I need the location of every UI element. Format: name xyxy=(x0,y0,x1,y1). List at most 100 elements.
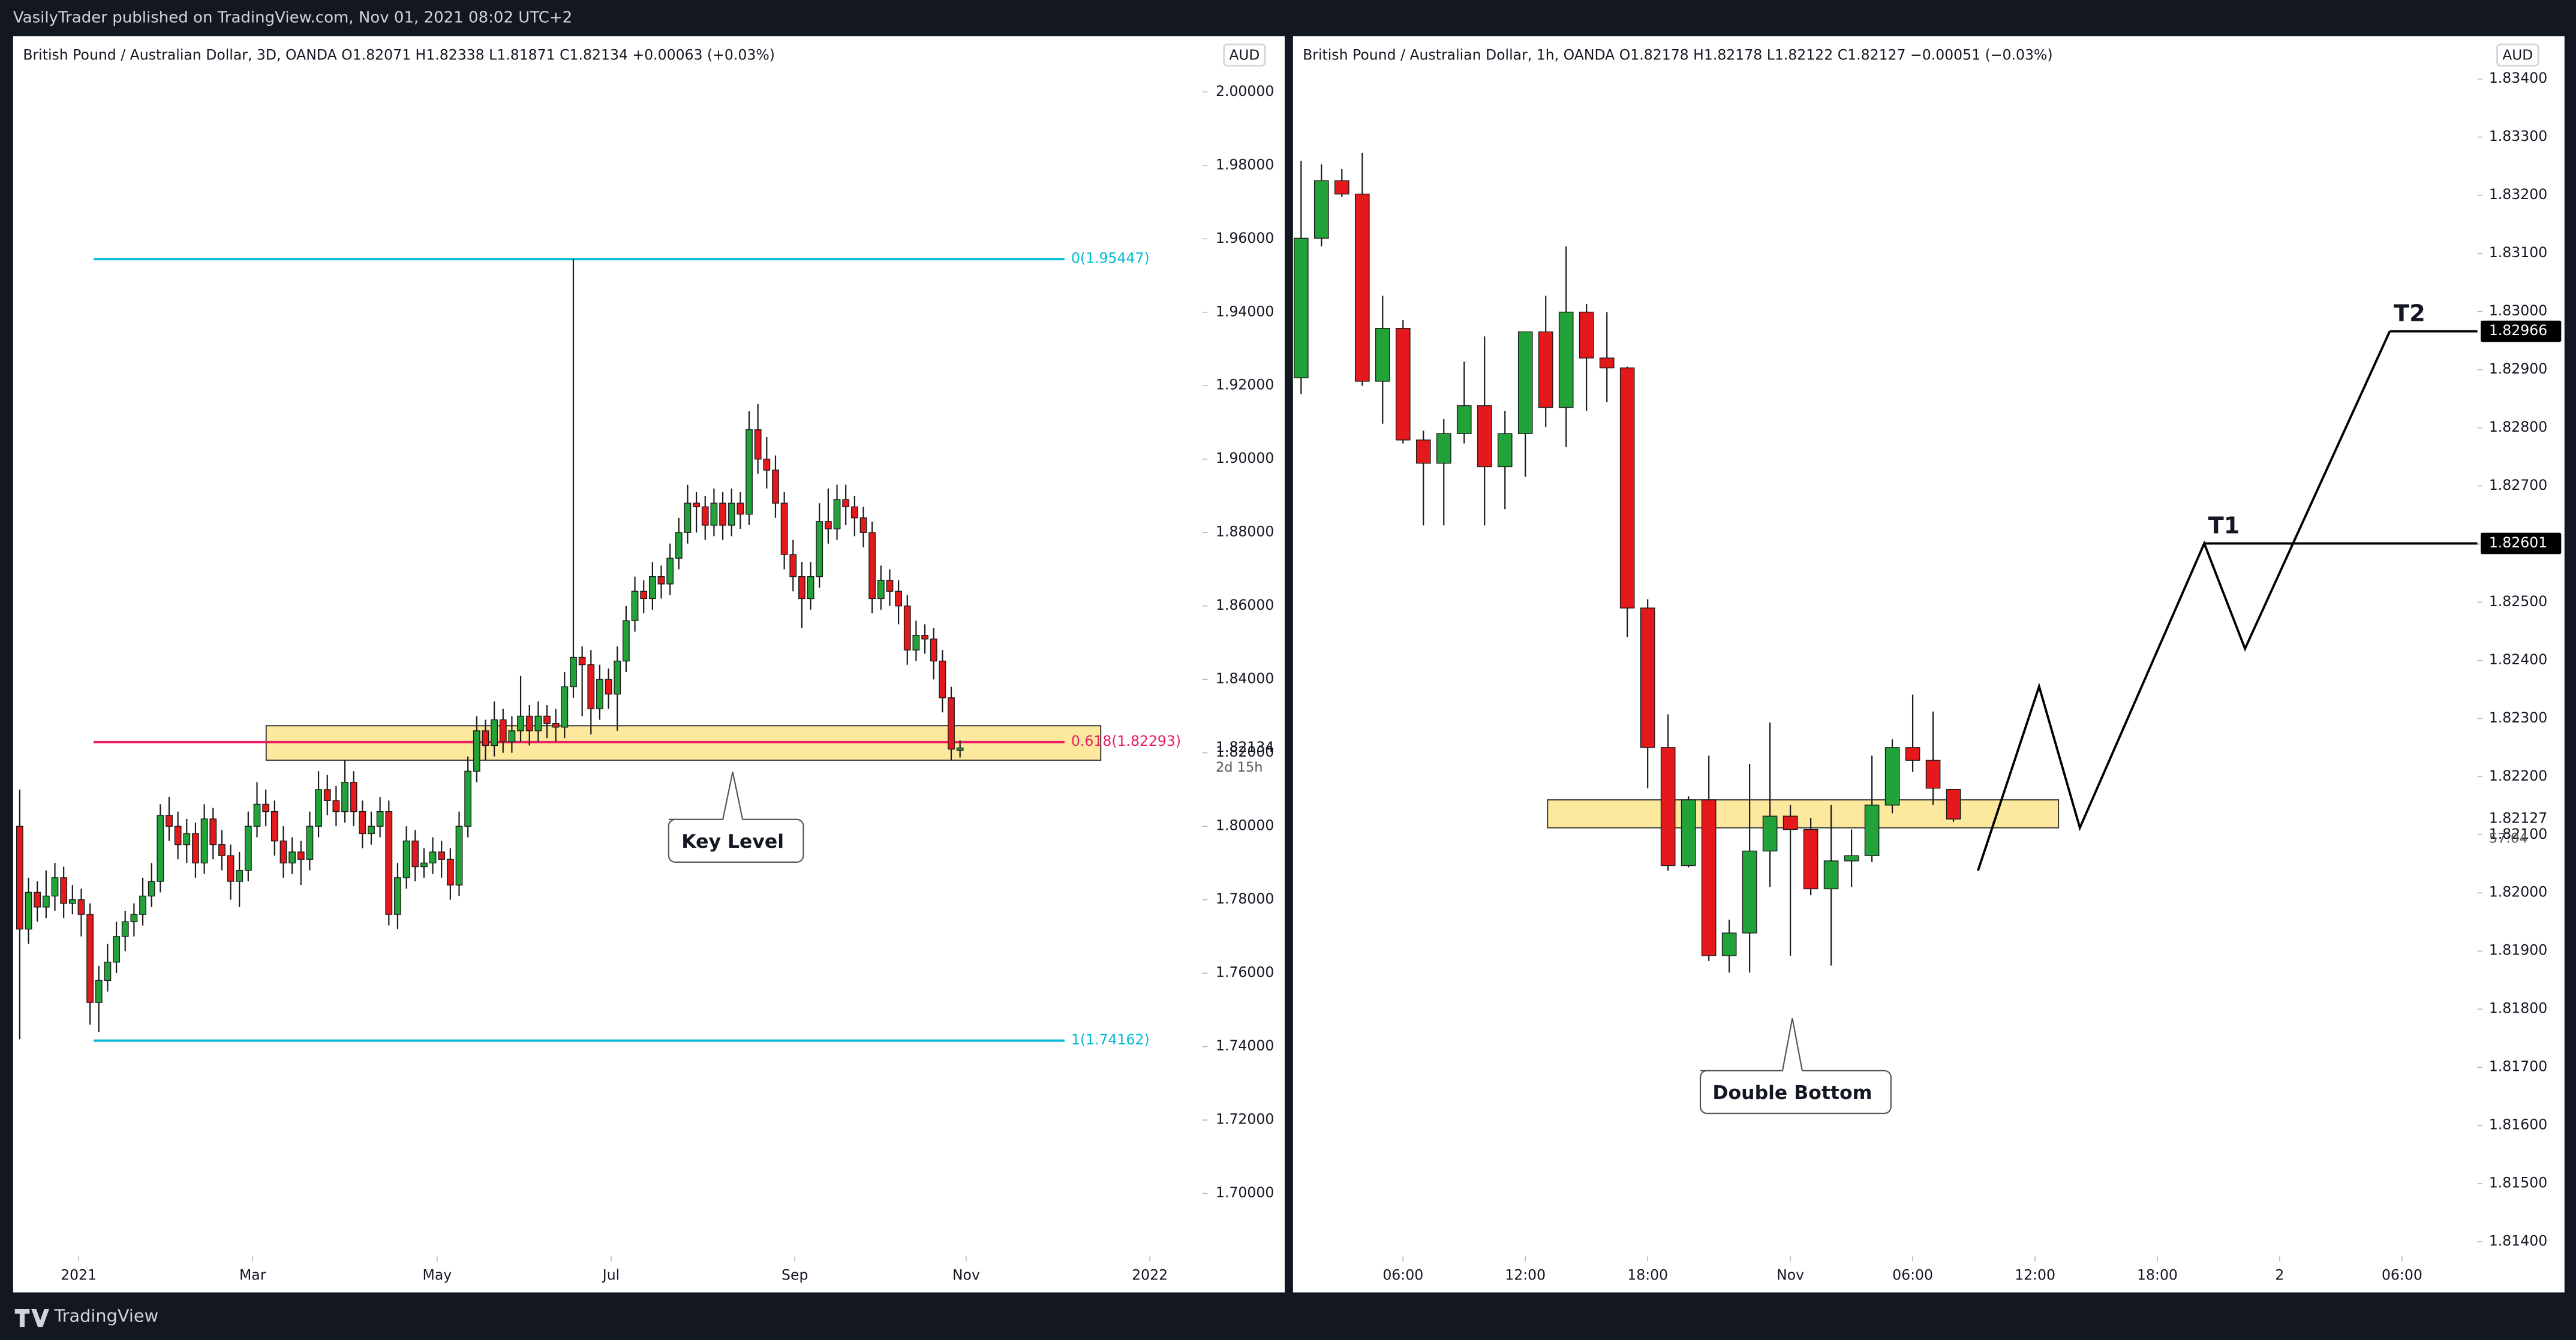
currency: AUD xyxy=(1229,47,1260,64)
candle-body xyxy=(1436,433,1451,464)
y-tick-label: 1.98000 xyxy=(1216,156,1274,173)
y-tick-label: 1.82800 xyxy=(2489,418,2547,435)
candle-body xyxy=(807,576,814,600)
target-price-tag xyxy=(2481,532,2562,555)
candle-body xyxy=(737,502,744,515)
candle-body xyxy=(948,697,955,750)
x-tick-label: 06:00 xyxy=(1382,1267,1423,1284)
x-tick-label: Nov xyxy=(952,1267,980,1284)
last-price: 1.82134 xyxy=(1216,739,1274,755)
candle-body xyxy=(921,635,928,640)
y-tick-label: 1.81600 xyxy=(2489,1116,2547,1133)
candle-body xyxy=(183,833,191,845)
candle-body xyxy=(868,532,876,600)
y-tick-label: 1.92000 xyxy=(1216,377,1274,393)
candle-body xyxy=(121,921,129,937)
callout-text: Key Level xyxy=(681,831,784,853)
candle-body xyxy=(816,521,823,577)
x-tick-label: 18:00 xyxy=(2137,1267,2178,1284)
candle-body xyxy=(728,502,735,526)
brand: TradingView xyxy=(53,1306,158,1326)
candle-body xyxy=(833,499,841,529)
candle-body xyxy=(455,826,463,886)
candle-body xyxy=(1701,799,1717,956)
candle-body xyxy=(174,826,182,845)
callout-text: Double Bottom xyxy=(1712,1082,1872,1104)
projection-path xyxy=(1977,330,2391,872)
y-tick-label: 1.82300 xyxy=(2489,709,2547,726)
y-tick-label: 1.83400 xyxy=(2489,70,2547,86)
candle-body xyxy=(1640,607,1655,748)
candle-body xyxy=(288,851,296,864)
candle-body xyxy=(499,719,507,742)
y-tick-label: 1.78000 xyxy=(1216,890,1274,907)
candle-body xyxy=(16,826,23,930)
panel-divider xyxy=(1285,36,1293,1293)
publisher: VasilyTrader published on TradingView.co… xyxy=(13,9,572,27)
candle-body xyxy=(623,620,630,662)
candle-body xyxy=(42,895,50,908)
candle-body xyxy=(1497,433,1513,468)
candle-body xyxy=(939,660,946,698)
candle-body xyxy=(385,811,393,915)
candle-body xyxy=(631,591,639,621)
candle-body xyxy=(903,606,911,651)
candle-body xyxy=(306,826,314,860)
y-tick-label: 1.83100 xyxy=(2489,244,2547,261)
candle-body xyxy=(60,877,68,904)
countdown: 57:04 xyxy=(2489,830,2528,846)
candle-body xyxy=(1660,747,1676,866)
candle-body xyxy=(1864,805,1880,856)
candle-body xyxy=(1844,855,1859,862)
candle-body xyxy=(473,730,480,772)
candle-body xyxy=(394,877,401,915)
candle-body xyxy=(1721,932,1737,956)
candle-body xyxy=(104,962,112,981)
candle-body xyxy=(578,657,586,666)
y-tick-label: 1.81900 xyxy=(2489,942,2547,959)
currency-box xyxy=(1223,43,1266,67)
y-tick-label: 1.74000 xyxy=(1216,1037,1274,1054)
callout-box xyxy=(668,772,804,863)
candle-body xyxy=(1558,311,1574,408)
candle-body xyxy=(315,789,322,827)
x-tick-label: 06:00 xyxy=(2382,1267,2422,1284)
candle-body xyxy=(570,657,577,688)
candle-body xyxy=(218,844,226,856)
candle-body xyxy=(253,803,261,827)
candle-body xyxy=(262,803,270,812)
x-tick-label: Mar xyxy=(239,1267,266,1284)
candle-body xyxy=(227,855,235,882)
fib-label: 0(1.95447) xyxy=(1071,250,1150,267)
candle-body xyxy=(534,715,542,731)
y-tick-label: 1.96000 xyxy=(1216,230,1274,246)
x-tick-label: 18:00 xyxy=(1627,1267,1668,1284)
y-tick-label: 1.86000 xyxy=(1216,597,1274,613)
candle-body xyxy=(297,851,305,860)
candle-body xyxy=(1783,815,1798,830)
candle-body xyxy=(746,429,753,515)
candle-body xyxy=(684,502,692,533)
right-panel xyxy=(1292,36,2565,1293)
candle-body xyxy=(596,679,603,709)
candle-body xyxy=(895,591,902,607)
y-tick-label: 1.82100 xyxy=(2489,826,2547,842)
candle-body xyxy=(1823,860,1839,890)
candle-body xyxy=(491,719,498,746)
candle-body xyxy=(789,554,797,577)
brand-logo xyxy=(14,1308,50,1327)
candle-body xyxy=(95,980,103,1003)
candle-body xyxy=(701,506,709,526)
candle-body xyxy=(332,800,340,812)
fib-label: 1(1.74162) xyxy=(1071,1031,1150,1048)
candle-body xyxy=(1415,439,1431,464)
candle-body xyxy=(148,881,155,897)
candle-body xyxy=(798,576,805,600)
y-tick-label: 1.83200 xyxy=(2489,186,2547,203)
candle-body xyxy=(886,580,894,592)
candle-body xyxy=(1579,311,1594,359)
candle-body xyxy=(157,815,164,882)
y-tick-label: 1.94000 xyxy=(1216,303,1274,320)
